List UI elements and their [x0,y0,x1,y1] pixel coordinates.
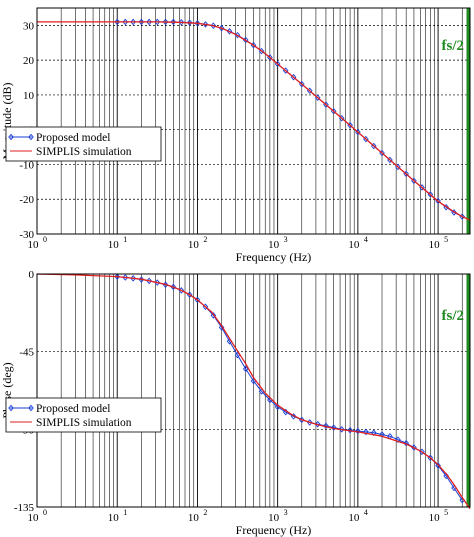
magnitude-x-tick-exponent: 0 [43,235,47,244]
magnitude-x-axis-label: Frequency (Hz) [236,250,312,264]
magnitude-model-point [122,18,129,26]
phase-y-tick-label: 0 [29,269,35,281]
magnitude-y-tick-label: 30 [23,20,35,32]
magnitude-model-point [146,18,152,26]
phase-model-point [218,324,225,331]
magnitude-x-tick-label: 10 [188,239,200,251]
phase-y-tick-label: -135 [14,502,35,514]
magnitude-model-point [114,18,121,26]
magnitude-x-tick-label: 10 [108,239,120,251]
phase-grid [36,273,470,508]
magnitude-x-tick-exponent: 1 [123,235,127,244]
magnitude-model-point [170,18,177,26]
phase-x-axis-label: Frequency (Hz) [236,523,312,537]
magnitude-grid [36,8,470,235]
legend-marker-icon [8,133,14,141]
magnitude-y-tick-label: 10 [23,90,35,102]
legend-marker-icon [8,404,14,412]
magnitude-chart: fs/23020100-10-20-30100101102103104105Fr… [0,7,471,264]
magnitude-fs-half-label: fs/2 [442,38,465,54]
phase-model-point [210,312,217,319]
legend-entry-proposed-model: Proposed model [36,403,110,415]
phase-x-tick-label: 10 [268,512,280,524]
phase-x-tick-label: 10 [28,512,40,524]
magnitude-legend-box [5,126,162,162]
phase-model-point [395,436,401,443]
phase-x-tick-label: 10 [348,512,360,524]
phase-model-point [114,273,121,280]
magnitude-legend: Proposed model SIMPLIS simulation [5,126,162,162]
magnitude-x-tick-label: 10 [429,239,441,251]
phase-model-point [314,420,321,428]
phase-x-tick-label: 10 [188,512,200,524]
phase-model-point [347,426,353,434]
magnitude-model-point [162,18,169,26]
phase-model-point [403,439,409,447]
phase-model-point [323,422,329,430]
legend-entry-simplis-simulation: SIMPLIS simulation [36,417,132,429]
magnitude-x-tick-exponent: 3 [284,235,288,244]
magnitude-x-tick-exponent: 5 [444,235,448,244]
magnitude-model-point [138,18,145,26]
phase-model-point [338,426,345,433]
phase-series-proposed-model-line [117,276,463,501]
phase-x-tick-exponent: 2 [203,508,207,517]
magnitude-y-tick-label: 20 [23,55,35,67]
phase-x-tick-exponent: 5 [444,508,448,517]
phase-x-tick-label: 10 [108,512,120,524]
phase-legend: Proposed model SIMPLIS simulation [5,397,162,433]
phase-model-point [122,274,129,281]
legend-entry-proposed-model: Proposed model [36,132,110,144]
magnitude-axes-frame [36,7,471,235]
phase-model-point [330,424,337,431]
magnitude-model-point [178,18,185,26]
phase-series-simplis-simulation-line [36,273,471,510]
magnitude-x-tick-label: 10 [348,239,360,251]
magnitude-y-tick-label: -10 [19,159,34,171]
magnitude-x-tick-exponent: 4 [364,235,368,244]
legend-marker-icon [28,404,34,412]
phase-model-point [435,462,441,469]
phase-x-tick-exponent: 3 [284,508,288,517]
phase-x-tick-label: 10 [429,512,441,524]
magnitude-model-point [130,18,136,26]
magnitude-x-tick-exponent: 2 [203,235,207,244]
magnitude-series-proposed-model-line [117,21,463,218]
magnitude-x-tick-label: 10 [268,239,280,251]
phase-x-tick-exponent: 0 [43,508,47,517]
legend-entry-simplis-simulation: SIMPLIS simulation [36,146,132,158]
magnitude-model-point [154,18,161,26]
magnitude-y-tick-label: -30 [19,229,34,241]
phase-fs-half-label: fs/2 [442,308,465,324]
phase-model-point [363,428,369,436]
phase-model-point [379,431,385,438]
magnitude-model-point [202,21,209,28]
magnitude-x-tick-label: 10 [28,239,40,251]
phase-y-tick-label: -45 [19,347,34,359]
phase-x-tick-exponent: 4 [364,508,368,517]
magnitude-model-point [194,20,201,27]
phase-legend-box [5,397,162,433]
phase-model-point [130,275,136,282]
magnitude-y-tick-label: -20 [19,194,34,206]
phase-x-tick-exponent: 1 [123,508,127,517]
phase-model-point [242,365,249,373]
phase-chart: fs/20-45-90-135100101102103104105Frequen… [0,269,471,537]
legend-marker-icon [28,133,34,141]
phase-axes-frame [36,273,471,508]
phase-model-point [355,427,361,435]
magnitude-model-point [186,19,193,26]
magnitude-series-simplis-simulation-line [37,21,471,221]
